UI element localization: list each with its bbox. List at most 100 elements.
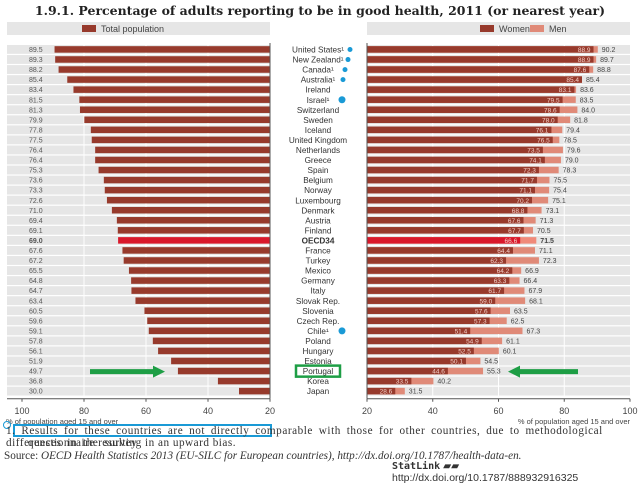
footnote-line-1: 1. Results for these countries are not d…: [6, 425, 603, 449]
left-row-bg: [7, 336, 270, 346]
women-bar: [367, 237, 521, 244]
total-value-label: 81.3: [29, 107, 43, 114]
total-value-label: 73.6: [29, 178, 43, 185]
country-label: Estonia: [304, 357, 332, 366]
women-bar: [367, 267, 513, 274]
total-value-label: 49.7: [29, 369, 43, 376]
chart-title: 1.9.1. Percentage of adults reporting to…: [34, 3, 606, 18]
left-x-tick-label: 60: [141, 406, 151, 416]
women-value-label: 88.9: [578, 57, 591, 64]
legend-men-label: Men: [549, 24, 567, 34]
men-value-label: 83.5: [580, 97, 594, 104]
source-text: OECD Health Statistics 2013 (EU-SILC for…: [40, 450, 522, 462]
total-value-label: 69.1: [29, 228, 43, 235]
women-bar: [367, 166, 539, 174]
women-bar: [367, 277, 510, 284]
women-value-label: 64.4: [497, 248, 510, 255]
annotation-dot-icon: [347, 47, 353, 52]
total-bar: [111, 206, 271, 214]
men-value-label: 75.4: [553, 188, 567, 195]
men-value-label: 68.1: [529, 298, 543, 305]
women-value-label: 28.6: [380, 389, 393, 396]
women-value-label: 71.7: [521, 178, 534, 185]
country-label: United Kingdom: [289, 136, 347, 145]
total-value-label: 69.4: [29, 218, 43, 225]
men-value-label: 85.4: [586, 77, 600, 84]
men-value-label: 73.1: [546, 208, 560, 215]
men-value-label: 78.3: [563, 168, 577, 175]
women-value-label: 67.7: [508, 228, 521, 235]
country-label: Mexico: [305, 267, 331, 276]
women-bar: [367, 247, 513, 254]
total-bar: [152, 337, 270, 345]
women-bar: [367, 156, 545, 164]
country-label: Italy: [310, 287, 326, 296]
women-value-label: 72.3: [523, 168, 536, 175]
total-value-label: 59.6: [29, 318, 43, 325]
annotation-dot-icon: [338, 327, 346, 335]
women-value-label: 51.4: [455, 328, 468, 335]
total-bar: [95, 156, 270, 164]
statlink[interactable]: StatLink ▰▰ http://dx.doi.org/10.1787/88…: [392, 460, 640, 484]
women-value-label: 83.1: [559, 87, 572, 94]
women-bar: [367, 76, 583, 83]
men-value-label: 55.3: [487, 369, 501, 376]
total-value-label: 30.0: [29, 389, 43, 396]
women-bar: [367, 317, 490, 325]
left-row-bg: [7, 306, 270, 316]
total-value-label: 57.8: [29, 338, 43, 345]
portugal-highlight-box: [294, 364, 342, 378]
total-value-label: 75.3: [29, 168, 43, 175]
statlink-url[interactable]: http://dx.doi.org/10.1787/888932916325: [392, 472, 579, 484]
total-value-label: 51.9: [29, 359, 43, 366]
total-bar: [79, 106, 270, 113]
left-x-tick-label: 20: [265, 406, 275, 416]
women-value-label: 67.6: [508, 218, 521, 225]
total-bar: [171, 357, 270, 365]
women-bar: [367, 46, 594, 53]
women-value-label: 74.1: [529, 158, 542, 165]
women-value-label: 85.4: [566, 77, 579, 84]
women-value-label: 62.3: [490, 258, 503, 265]
legend-total-swatch: [82, 25, 96, 32]
women-value-label: 79.5: [547, 97, 560, 104]
total-bar: [104, 186, 271, 194]
total-value-label: 67.2: [29, 258, 43, 265]
men-value-label: 72.3: [543, 258, 557, 265]
total-value-label: 76.4: [29, 158, 43, 165]
total-bar: [131, 277, 270, 284]
women-value-label: 76.1: [536, 127, 549, 134]
country-label: United States¹: [292, 46, 344, 55]
country-label: Australia¹: [301, 76, 336, 85]
annotation-dot-icon: [345, 57, 351, 63]
left-x-tick-label: 100: [14, 406, 29, 416]
women-bar: [367, 176, 537, 184]
total-value-label: 76.4: [29, 148, 43, 155]
total-bar: [135, 297, 270, 304]
country-label: Germany: [301, 277, 336, 286]
country-label: Austria: [305, 216, 331, 225]
women-bar: [367, 146, 543, 154]
men-value-label: 79.0: [565, 158, 579, 165]
women-bar: [367, 116, 558, 124]
annotation-pin-icon: [3, 421, 11, 429]
country-label: Norway: [304, 186, 333, 195]
women-value-label: 57.3: [474, 318, 487, 325]
men-value-label: 75.5: [553, 178, 567, 185]
men-value-label: 67.3: [526, 328, 540, 335]
country-label: Finland: [305, 226, 332, 235]
right-x-axis-title: % of population aged 15 and over: [518, 417, 631, 426]
total-bar: [131, 287, 270, 294]
country-label: Poland: [305, 337, 331, 346]
country-label: Sweden: [303, 116, 333, 125]
statlink-label: StatLink: [392, 461, 441, 472]
total-bar: [58, 66, 270, 73]
women-bar: [367, 367, 448, 375]
women-value-label: 70.2: [516, 198, 529, 205]
men-value-label: 71.1: [539, 248, 553, 255]
men-value-label: 40.2: [437, 379, 451, 386]
country-label: Greece: [305, 156, 332, 165]
right-x-tick-label: 40: [428, 406, 438, 416]
country-label: Slovenia: [302, 307, 334, 316]
women-bar: [367, 377, 412, 385]
